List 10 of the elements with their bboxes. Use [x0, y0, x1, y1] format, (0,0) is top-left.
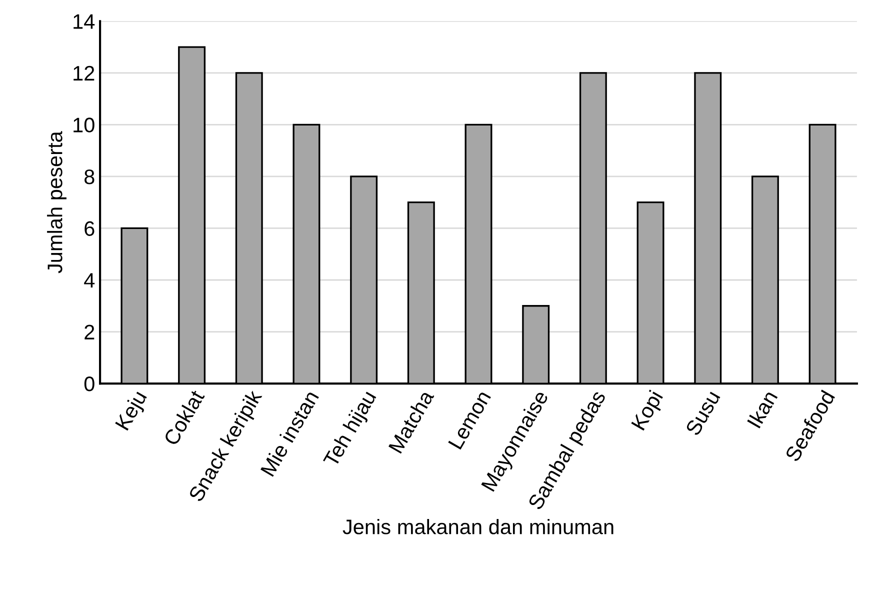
y-tick-label: 12 — [74, 66, 94, 80]
y-axis-title: Jumlah peserta — [47, 131, 66, 274]
y-tick-label: 14 — [74, 14, 95, 29]
x-axis-title: Jenis makanan dan minuman — [342, 519, 614, 534]
y-tick-label: 2 — [84, 324, 94, 340]
y-tick-label: 0 — [84, 376, 94, 392]
y-tick-label: 10 — [74, 118, 94, 132]
y-tick-label: 6 — [84, 221, 94, 236]
y-tick-label: 4 — [84, 273, 95, 288]
y-tick-label: 8 — [84, 169, 94, 184]
